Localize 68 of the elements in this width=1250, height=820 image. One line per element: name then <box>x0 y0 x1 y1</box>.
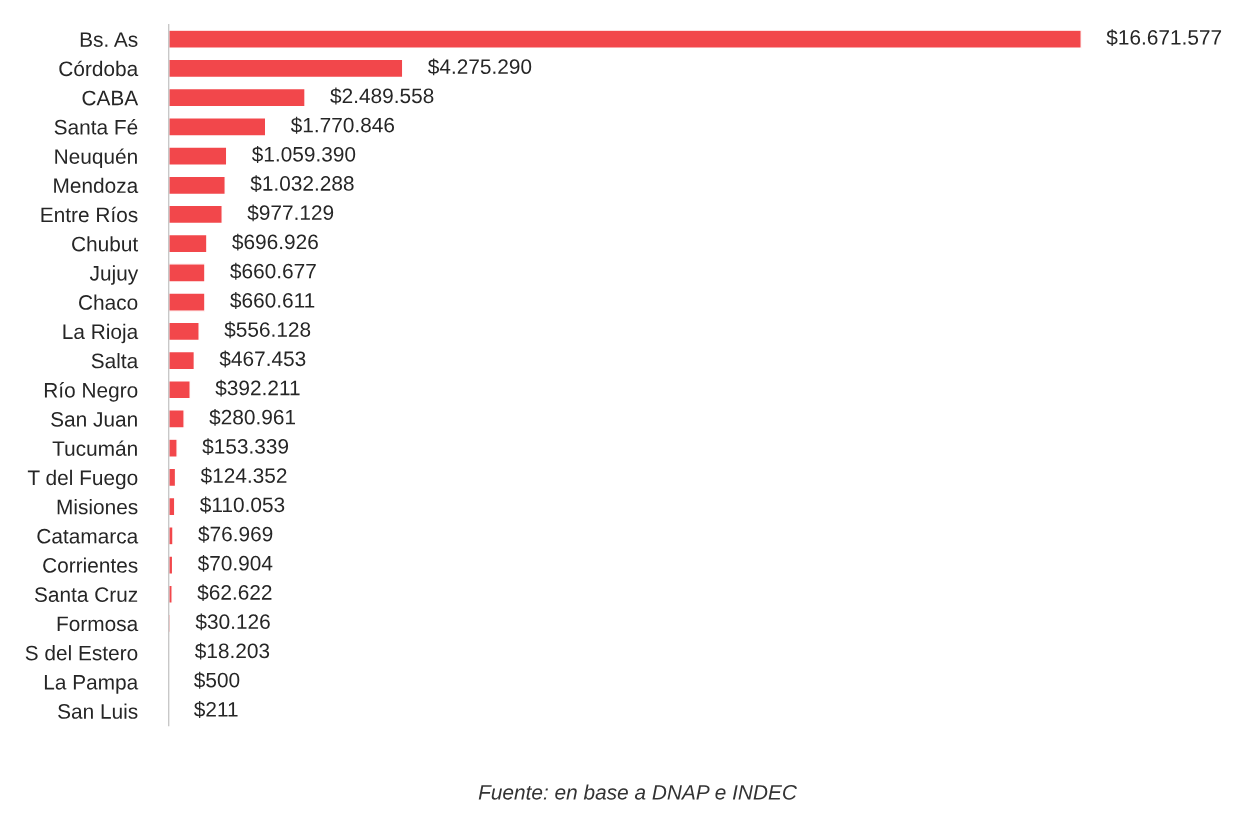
bar <box>168 321 200 342</box>
y-tick-label: Mendoza <box>54 177 139 194</box>
y-tick-label: Córdoba <box>59 60 139 77</box>
y-tick-label: S del Estero <box>25 645 138 661</box>
data-label: $467.453 <box>219 350 306 368</box>
data-label: $696.926 <box>232 233 318 251</box>
bar <box>168 292 206 312</box>
y-tick-label: Chubut <box>72 236 139 252</box>
bar <box>168 146 228 166</box>
y-tick-label: Salta <box>91 352 139 369</box>
data-label: $1.059.390 <box>251 146 356 163</box>
y-tick-label: Formosa <box>57 616 139 632</box>
bar <box>168 526 174 546</box>
y-tick-label: Tucumán <box>52 440 137 456</box>
y-tick-label: Santa Cruz <box>34 587 138 602</box>
data-label: $1.032.288 <box>250 175 354 193</box>
y-tick-label: T del Fuego <box>27 469 138 490</box>
data-label: $30.126 <box>195 613 270 631</box>
bar <box>168 204 223 225</box>
y-tick-label: San Luis <box>58 703 138 719</box>
data-label: $977.129 <box>247 204 334 222</box>
data-label: $16.671.577 <box>1106 29 1222 47</box>
bar <box>168 233 208 254</box>
data-label: $2.489.558 <box>330 87 434 105</box>
bar <box>168 117 267 137</box>
y-tick-label: Entre Ríos <box>41 206 138 223</box>
data-label: $660.677 <box>230 262 316 280</box>
bar <box>168 29 1082 49</box>
data-label: $76.969 <box>198 525 273 543</box>
data-label: $660.611 <box>230 292 315 309</box>
y-tick-label: CABA <box>82 90 139 106</box>
y-tick-label: Misiones <box>57 499 138 515</box>
bar <box>168 263 206 283</box>
data-label: $18.203 <box>194 642 270 660</box>
bar <box>168 350 196 371</box>
bar <box>168 467 177 488</box>
y-tick-label: La Pampa <box>44 675 139 694</box>
bar <box>168 584 173 604</box>
data-label: $153.339 <box>202 438 289 456</box>
y-tick-label: Corrientes <box>43 557 138 573</box>
source-note: Fuente: en base a DNAP e INDEC <box>478 784 798 800</box>
bar <box>168 87 306 108</box>
y-tick-label: Catamarca <box>37 528 139 544</box>
bar <box>168 555 174 575</box>
bar <box>168 380 191 400</box>
data-label: $4.275.290 <box>427 58 532 76</box>
data-label: $110.053 <box>200 496 285 514</box>
bar <box>168 175 226 196</box>
data-label: $62.622 <box>197 584 272 602</box>
bar <box>168 409 185 429</box>
data-label: $1.770.846 <box>290 116 395 134</box>
y-tick-label: San Juan <box>51 411 137 427</box>
data-label: $392.211 <box>215 379 300 397</box>
data-label: $500 <box>194 671 240 689</box>
data-label: $556.128 <box>224 321 311 339</box>
y-tick-label: Jujuy <box>89 265 139 285</box>
y-tick-label: Neuquén <box>55 148 137 169</box>
data-label: $280.961 <box>209 408 295 426</box>
data-label: $211 <box>193 701 238 718</box>
y-tick-label: Chaco <box>79 294 138 310</box>
y-tick-label: Bs. As <box>80 32 138 47</box>
bar <box>168 438 178 458</box>
data-label: $124.352 <box>200 467 287 485</box>
y-tick-label: Santa Fé <box>54 119 138 135</box>
bar <box>168 58 404 79</box>
data-label: $70.904 <box>197 555 273 572</box>
y-tick-label: La Rioja <box>63 323 139 344</box>
y-tick-label: Río Negro <box>44 382 138 402</box>
